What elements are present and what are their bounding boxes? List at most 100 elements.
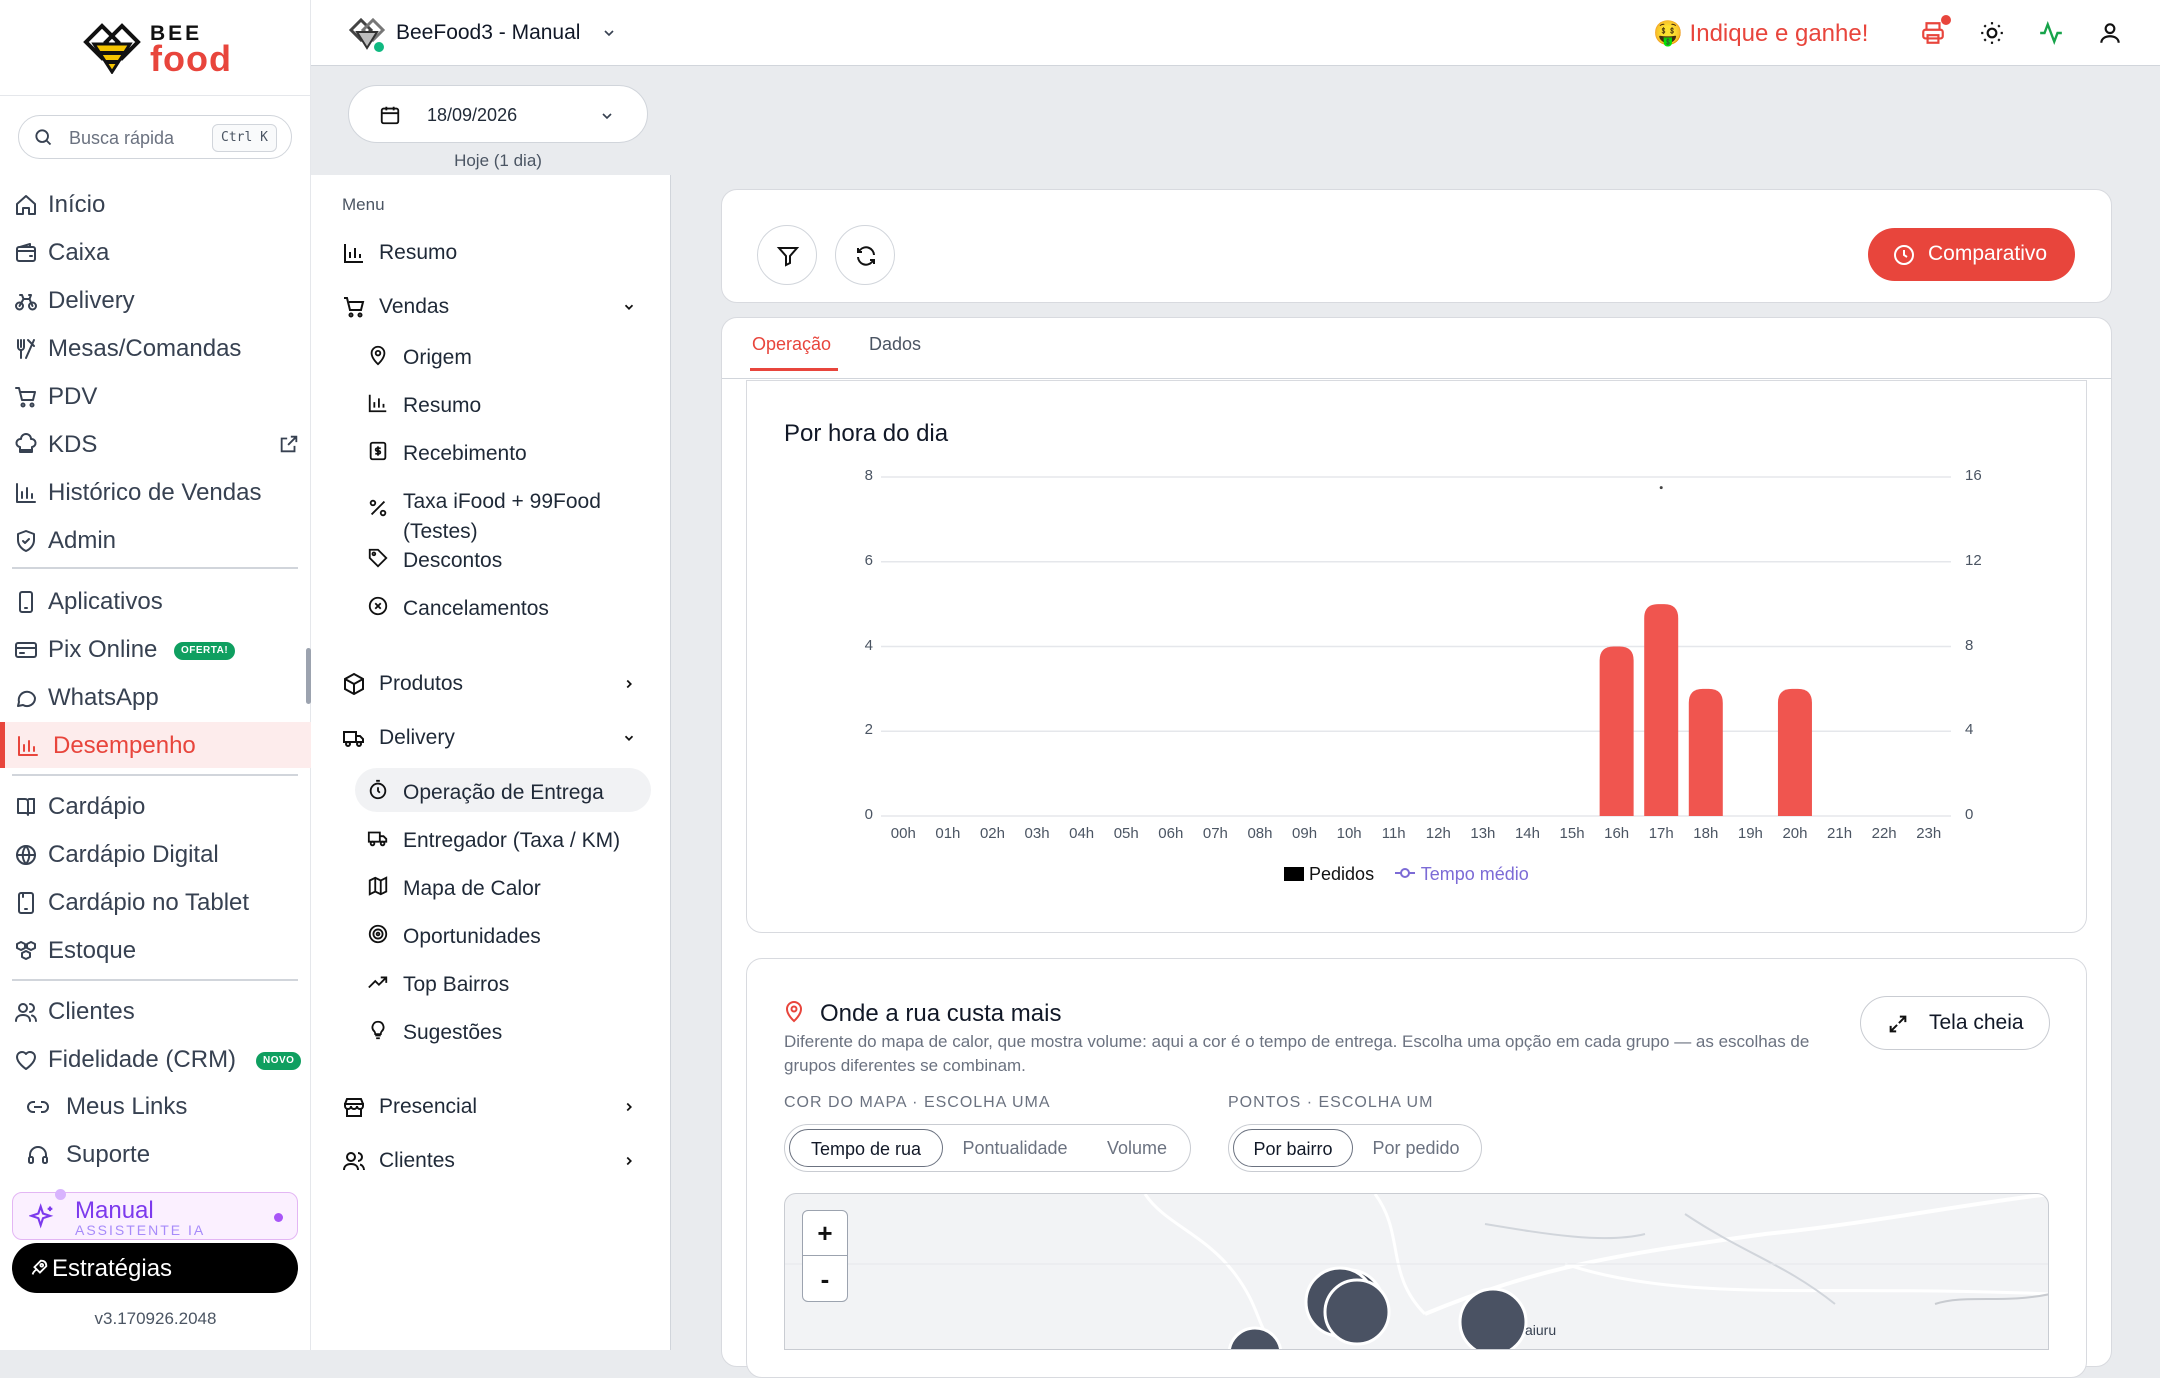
- sidebar-item-historico-de-vendas[interactable]: Histórico de Vendas: [0, 469, 311, 515]
- sidebar-item-pix-online[interactable]: Pix Online OFERTA!: [0, 626, 311, 672]
- submenu-item-operacao-entrega[interactable]: Operação de Entrega: [355, 768, 651, 812]
- wallet-icon: [16, 243, 36, 262]
- submenu-item-mapa-calor[interactable]: Mapa de Calor: [355, 864, 651, 908]
- bike-icon: [15, 294, 37, 311]
- y-left-tick-label: 2: [864, 721, 873, 739]
- sidebar-item-cardapio-digital[interactable]: Cardápio Digital: [0, 831, 311, 877]
- manual-title: Manual: [75, 1197, 154, 1224]
- submenu-item-origem[interactable]: Origem: [355, 333, 651, 377]
- submenu-item-oportunidades[interactable]: Oportunidades: [355, 912, 651, 956]
- sidebar-scrollbar[interactable]: [306, 648, 311, 704]
- submenu-item-taxa-ifood[interactable]: Taxa iFood + 99Food (Testes): [355, 477, 651, 543]
- sidebar-item-label: Caixa: [48, 239, 110, 266]
- map-roads: [785, 1194, 2048, 1349]
- x-tick-label: 17h: [1648, 825, 1674, 842]
- sidebar-item-estoque[interactable]: Estoque: [0, 927, 311, 973]
- lightbulb-icon: [371, 1020, 385, 1040]
- fullscreen-button[interactable]: Tela cheia: [1860, 996, 2050, 1050]
- submenu-item-vendas[interactable]: Vendas: [342, 287, 642, 327]
- sidebar-item-mesas-comandas[interactable]: Mesas/Comandas: [0, 325, 311, 371]
- chevron-down-icon: [624, 304, 634, 310]
- tab-dados[interactable]: Dados: [869, 334, 922, 354]
- zoom-out-button[interactable]: -: [820, 1264, 830, 1294]
- sidebar-item-label: Clientes: [48, 998, 135, 1025]
- activity-icon[interactable]: [2038, 20, 2064, 46]
- bar-chart-icon: [368, 394, 387, 413]
- option-volume[interactable]: Volume: [1106, 1138, 1168, 1158]
- submenu-item-cancelamentos[interactable]: Cancelamentos: [355, 584, 651, 628]
- color-group-label: COR DO MAPA · ESCOLHA UMA: [784, 1094, 1051, 1111]
- comparativo-button[interactable]: Comparativo: [1868, 228, 2075, 281]
- submenu-item-clientes[interactable]: Clientes: [342, 1141, 642, 1181]
- sidebar-item-cardapio-no-tablet[interactable]: Cardápio no Tablet: [0, 879, 311, 925]
- legend-tempo-medio[interactable]: Tempo médio: [1394, 864, 1529, 885]
- submenu-item-produtos[interactable]: Produtos: [342, 664, 642, 704]
- sidebar-item-desempenho[interactable]: Desempenho: [0, 722, 311, 768]
- sidebar-item-whatsapp[interactable]: WhatsApp: [0, 674, 311, 720]
- delivery-time-map[interactable]: aiuru: [784, 1193, 2049, 1350]
- submenu-item-top-bairros[interactable]: Top Bairros: [355, 960, 651, 1004]
- referral-link[interactable]: 🤑 Indique e ganhe!: [1653, 20, 1869, 47]
- trending-up-icon: [368, 976, 388, 989]
- submenu-item-sugestoes[interactable]: Sugestões: [355, 1008, 651, 1052]
- x-tick-label: 09h: [1292, 825, 1318, 842]
- strategies-button[interactable]: Estratégias: [12, 1243, 298, 1293]
- zoom-in-button[interactable]: +: [803, 1211, 847, 1256]
- filter-button[interactable]: [757, 225, 817, 285]
- refresh-button[interactable]: [835, 225, 895, 285]
- tab-operacao[interactable]: Operação: [752, 334, 832, 354]
- submenu-item-resumo[interactable]: Resumo: [342, 233, 642, 273]
- sidebar-item-suporte[interactable]: Suporte: [0, 1131, 311, 1177]
- brand-line2: food: [150, 38, 232, 79]
- sidebar-item-admin[interactable]: Admin: [0, 517, 311, 563]
- sidebar-item-aplicativos[interactable]: Aplicativos: [0, 578, 311, 624]
- store-icon: [344, 1098, 364, 1117]
- sidebar-item-label: Aplicativos: [48, 588, 163, 615]
- user-icon[interactable]: [2097, 20, 2123, 46]
- submenu-item-descontos-row[interactable]: Descontos: [355, 536, 651, 580]
- legend-pedidos[interactable]: Pedidos: [1284, 864, 1374, 885]
- sun-icon[interactable]: [1979, 20, 2005, 46]
- option-tempo-de-rua[interactable]: Tempo de rua: [789, 1129, 943, 1167]
- chart-title: Por hora do dia: [784, 420, 949, 447]
- x-tick-label: 13h: [1470, 825, 1496, 842]
- bar-chart-icon: [16, 483, 36, 503]
- sidebar-item-caixa[interactable]: Caixa: [0, 229, 311, 275]
- sidebar-item-delivery[interactable]: Delivery: [0, 277, 311, 323]
- submenu-item-entregador[interactable]: Entregador (Taxa / KM): [355, 816, 651, 860]
- option-pontualidade[interactable]: Pontualidade: [962, 1138, 1068, 1158]
- brand-logo[interactable]: BEE food: [0, 0, 310, 96]
- option-por-bairro[interactable]: Por bairro: [1233, 1129, 1353, 1167]
- sidebar-item-inicio[interactable]: Início: [0, 181, 311, 227]
- submenu-item-recebimento[interactable]: Recebimento: [355, 429, 651, 473]
- y-right-tick-label: 8: [1965, 636, 1974, 654]
- sidebar-item-label: Cardápio: [48, 793, 146, 820]
- sidebar-item-clientes[interactable]: Clientes: [0, 988, 311, 1034]
- external-link-icon[interactable]: [278, 433, 300, 455]
- quick-search[interactable]: Busca rápida Ctrl K: [18, 115, 292, 159]
- legend-label: Tempo médio: [1420, 864, 1529, 884]
- sidebar-item-fidelidade-crm[interactable]: Fidelidade (CRM) NOVO: [0, 1036, 311, 1082]
- sidebar-item-label: Estoque: [48, 937, 137, 964]
- manual-subtitle: ASSISTENTE IA: [75, 1222, 206, 1238]
- x-tick-label: 16h: [1604, 825, 1630, 842]
- submenu-item-delivery[interactable]: Delivery: [342, 718, 642, 758]
- y-left-tick-label: 4: [864, 636, 873, 654]
- date-picker[interactable]: 18/09/2026: [348, 85, 648, 143]
- printer-icon[interactable]: [1920, 20, 1946, 46]
- submenu-item-label: Vendas: [379, 295, 450, 318]
- sidebar-item-kds[interactable]: KDS: [0, 421, 311, 467]
- submenu-item-presencial[interactable]: Presencial: [342, 1087, 642, 1127]
- submenu-item-label: Produtos: [379, 672, 464, 695]
- sidebar-item-meus-links[interactable]: Meus Links: [0, 1083, 311, 1129]
- strategies-label: Estratégias: [52, 1255, 173, 1282]
- map-card-title: Onde a rua custa mais: [820, 1000, 1062, 1027]
- users-icon: [15, 1003, 37, 1022]
- submenu-item-vendas-resumo[interactable]: Resumo: [355, 381, 651, 425]
- option-por-pedido[interactable]: Por pedido: [1372, 1138, 1460, 1158]
- manual-ai-assistant-button[interactable]: Manual ASSISTENTE IA: [12, 1189, 298, 1240]
- map-pin-icon: [370, 345, 386, 366]
- sidebar-item-cardapio[interactable]: Cardápio: [0, 783, 311, 829]
- sidebar-item-pdv[interactable]: PDV: [0, 373, 311, 419]
- sidebar-item-label: Desempenho: [53, 732, 196, 759]
